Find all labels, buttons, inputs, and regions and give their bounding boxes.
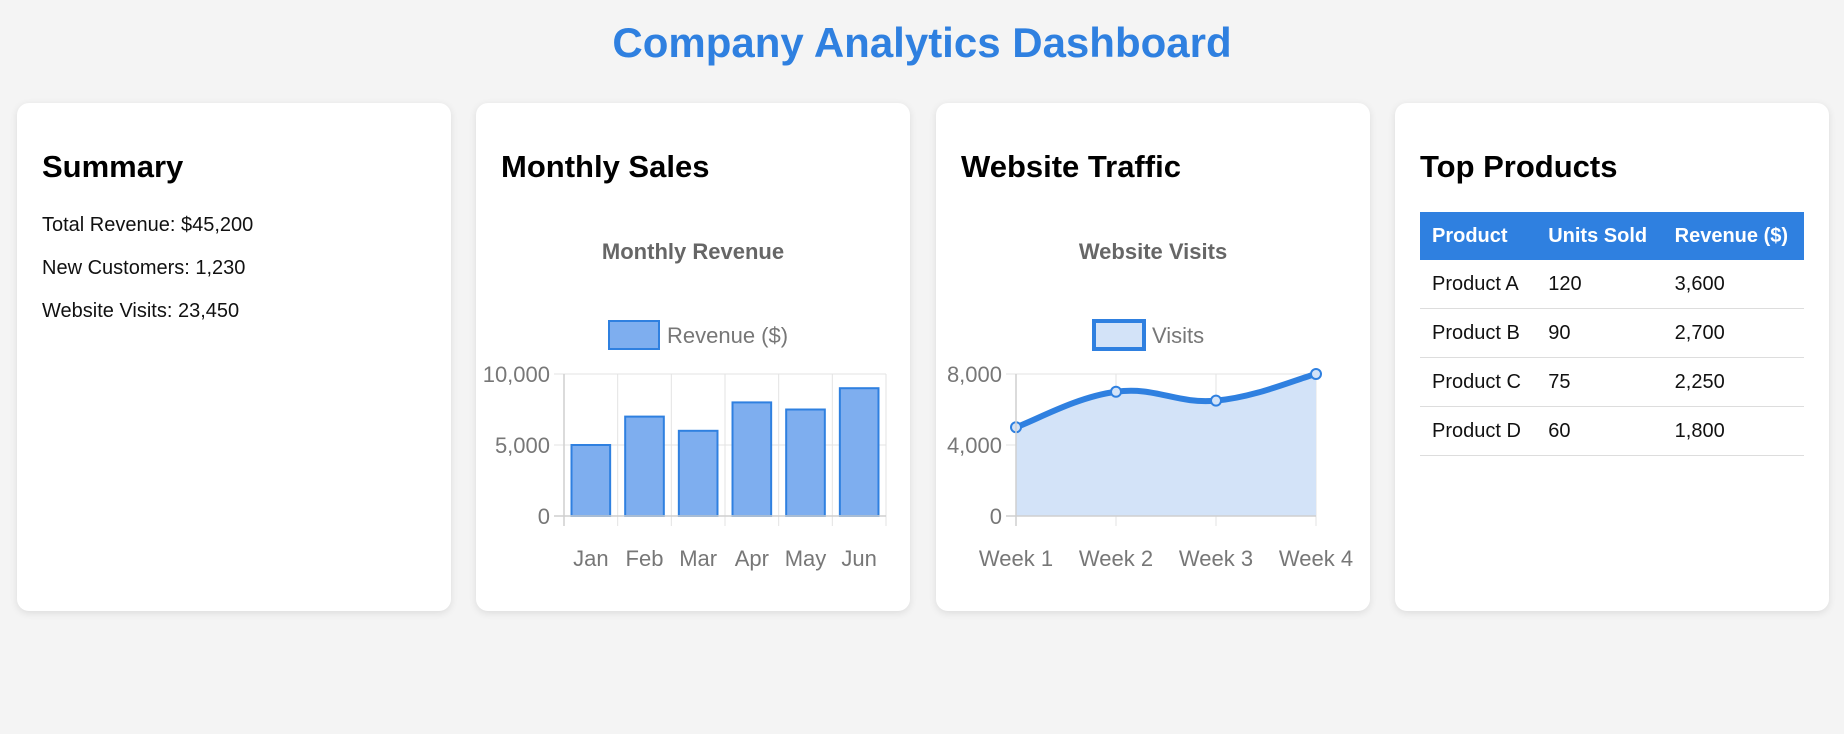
legend-swatch — [1092, 319, 1146, 351]
x-tick-label: Week 3 — [1179, 546, 1253, 571]
y-tick-label: 10,000 — [483, 362, 550, 387]
y-tick-label: 5,000 — [495, 433, 550, 458]
data-point-4 — [1310, 368, 1322, 380]
table-header-row: Product Units Sold Revenue ($) — [1420, 212, 1804, 260]
page-title: Company Analytics Dashboard — [612, 19, 1232, 66]
top-products-card: Top Products Product Units Sold Revenue … — [1395, 103, 1829, 611]
top-products-heading: Top Products — [1420, 149, 1618, 184]
new-customers-text: New Customers: 1,230 — [42, 257, 246, 279]
x-tick-label: Mar — [679, 546, 717, 571]
cell-units: 120 — [1536, 260, 1663, 309]
cell-revenue: 1,800 — [1662, 406, 1804, 456]
cell-product: Product B — [1420, 308, 1537, 358]
visits-line — [1014, 371, 1317, 431]
bar-may — [785, 408, 826, 517]
bar-apr — [731, 401, 773, 517]
cell-revenue: 2,250 — [1662, 357, 1804, 407]
bar-feb — [624, 415, 665, 518]
summary-card: Summary Total Revenue: $45,200 New Custo… — [17, 103, 451, 611]
cell-product: Product D — [1420, 406, 1537, 456]
column-header-revenue: Revenue ($) — [1662, 212, 1804, 260]
chart-title: Website Visits — [1079, 239, 1227, 264]
x-tick-label: Jun — [841, 546, 876, 571]
legend-label: Visits — [1152, 323, 1204, 348]
data-point-2 — [1110, 385, 1122, 398]
cell-units: 75 — [1536, 357, 1663, 407]
website-visits-text: Website Visits: 23,450 — [42, 300, 240, 322]
chart-title: Monthly Revenue — [602, 239, 784, 264]
cell-product: Product A — [1420, 260, 1537, 309]
x-tick-label: Week 2 — [1079, 546, 1153, 571]
cell-revenue: 3,600 — [1662, 260, 1804, 309]
website-visits-chart: Website Visits Visits 0 4,000 8,000 Week 1 Wee… — [947, 239, 1353, 571]
x-tick-label: Feb — [626, 546, 664, 571]
monthly-sales-card: Monthly Sales Monthly Revenue Revenue ($)… — [476, 103, 910, 611]
data-point-3 — [1210, 394, 1222, 407]
cell-revenue: 2,700 — [1662, 308, 1804, 358]
cell-units: 90 — [1536, 308, 1663, 358]
y-tick-label: 0 — [538, 504, 550, 529]
website-traffic-card: Website Traffic Website Visits Visits 0 4,0… — [936, 103, 1370, 611]
x-tick-label: Apr — [735, 546, 769, 571]
monthly-revenue-chart: Monthly Revenue Revenue ($) 0 5,000 10,000 Ja… — [483, 239, 887, 571]
x-tick-label: Week 1 — [979, 546, 1053, 571]
summary-heading: Summary — [42, 149, 184, 184]
column-header-units-sold: Units Sold — [1536, 212, 1663, 260]
total-revenue-text: Total Revenue: $45,200 — [42, 214, 254, 236]
x-tick-label: Jan — [573, 546, 608, 571]
table-row: Product A 120 3,600 — [1420, 260, 1804, 309]
x-tick-label: May — [785, 546, 827, 571]
x-tick-label: Week 4 — [1279, 546, 1353, 571]
table-row: Product D 60 1,800 — [1420, 406, 1804, 456]
top-products-table: Product Units Sold Revenue ($) Product A… — [1420, 212, 1804, 456]
y-tick-label: 4,000 — [947, 433, 1002, 458]
bar-jan — [570, 444, 612, 517]
table-row: Product B 90 2,700 — [1420, 308, 1804, 358]
legend-swatch — [608, 320, 660, 350]
legend-label: Revenue ($) — [667, 323, 788, 348]
visits-area — [1016, 374, 1316, 516]
cell-product: Product C — [1420, 357, 1537, 407]
y-tick-label: 0 — [990, 504, 1002, 529]
monthly-sales-heading: Monthly Sales — [501, 149, 710, 184]
y-tick-label: 8,000 — [947, 362, 1002, 387]
cell-units: 60 — [1536, 406, 1663, 456]
website-traffic-heading: Website Traffic — [961, 149, 1181, 184]
table-row: Product C 75 2,250 — [1420, 357, 1804, 407]
bar-mar — [677, 429, 719, 517]
bar-jun — [838, 387, 880, 518]
column-header-product: Product — [1420, 212, 1537, 260]
